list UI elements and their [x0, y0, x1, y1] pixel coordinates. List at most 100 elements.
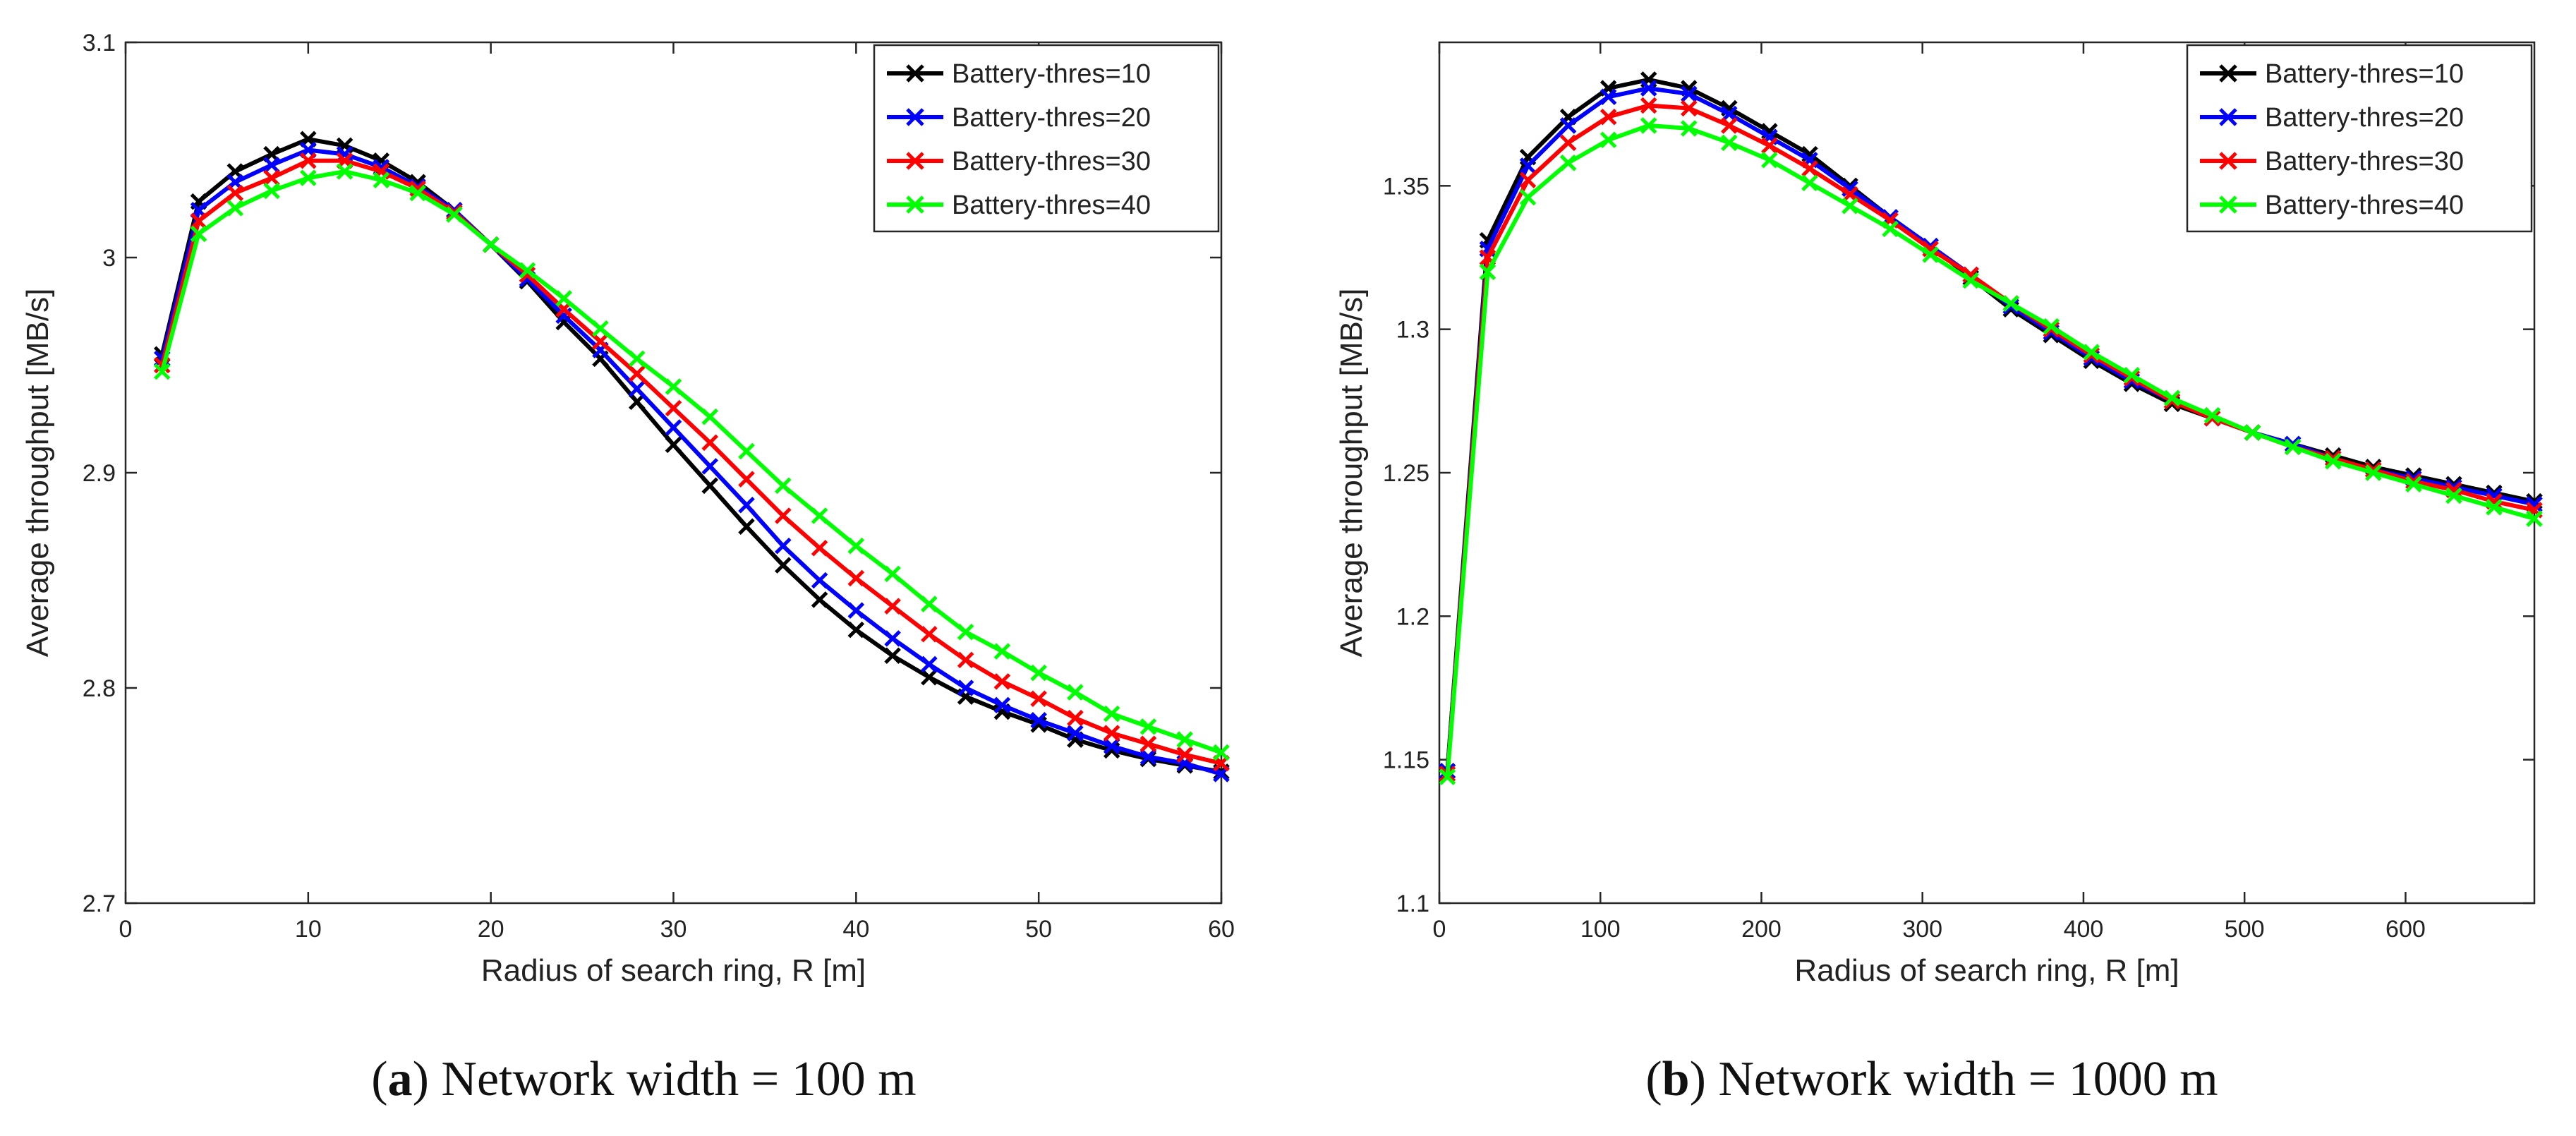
data-point: [1640, 117, 1657, 134]
marker-stroke: [1680, 99, 1698, 117]
legend-label: Battery-thres=20: [2265, 103, 2464, 133]
series-line: [159, 169, 1222, 755]
data-point: [1801, 160, 1818, 177]
data-point: [738, 496, 755, 514]
data-point: [884, 598, 901, 615]
data-point: [884, 647, 901, 665]
data-point: [847, 621, 865, 639]
data-point: [738, 471, 755, 488]
data-point: [921, 668, 938, 686]
data-point: [847, 537, 865, 555]
y-tick-label: 2.9: [83, 460, 116, 487]
marker-stroke: [993, 673, 1011, 690]
marker-stroke: [519, 262, 536, 279]
marker-stroke: [957, 623, 974, 641]
y-tick-label: 3.1: [83, 30, 116, 56]
legend-entry: Battery-thres=30: [2200, 147, 2464, 176]
marker-stroke: [2123, 370, 2141, 387]
data-point: [555, 290, 572, 307]
data-point: [482, 236, 500, 253]
marker-stroke: [993, 643, 1011, 660]
marker-stroke: [592, 333, 609, 350]
data-point: [738, 518, 755, 536]
data-point: [2203, 406, 2221, 424]
data-point: [263, 157, 280, 174]
data-point: [1801, 174, 1818, 192]
x-tick-label: 40: [842, 916, 869, 943]
data-point: [1640, 97, 1657, 114]
data-point: [2043, 318, 2060, 335]
marker-stroke: [738, 496, 755, 514]
data-point: [1962, 272, 1979, 289]
marker-stroke: [2203, 406, 2221, 424]
marker-stroke: [1176, 746, 1194, 763]
data-point: [957, 623, 974, 641]
legend-marker: [906, 64, 924, 83]
marker-stroke: [592, 320, 609, 337]
data-point: [2486, 499, 2503, 516]
y-axis-label: Average throughput [MB/s]: [1334, 289, 1369, 658]
legend-entry: Battery-thres=30: [887, 147, 1151, 176]
series-line: [159, 158, 1222, 766]
data-point: [1103, 705, 1120, 723]
data-point: [190, 225, 207, 243]
marker-stroke: [921, 625, 938, 643]
marker-stroke: [775, 557, 792, 574]
marker-stroke: [263, 157, 280, 174]
data-point: [300, 169, 317, 186]
legend-label: Battery-thres=20: [952, 103, 1151, 133]
marker-stroke: [1139, 748, 1157, 766]
marker-stroke: [300, 169, 317, 186]
marker-stroke: [884, 630, 901, 647]
data-point: [2445, 487, 2462, 504]
data-point: [1761, 151, 1778, 169]
marker-stroke: [775, 477, 792, 495]
data-point: [847, 569, 865, 587]
x-tick-label: 0: [119, 916, 133, 943]
marker-stroke: [1721, 117, 1738, 134]
marker-stroke: [701, 408, 719, 425]
marker-stroke: [2284, 438, 2302, 456]
marker-stroke: [226, 184, 244, 202]
x-tick-label: 20: [478, 916, 504, 943]
marker-stroke: [993, 696, 1011, 714]
legend-label: Battery-thres=30: [2265, 147, 2464, 176]
data-point: [811, 507, 828, 524]
data-point: [373, 171, 390, 188]
y-axis-label: Average throughput [MB/s]: [20, 289, 55, 658]
legend-label: Battery-thres=10: [2265, 59, 2464, 89]
x-tick-label: 400: [2064, 916, 2104, 943]
y-tick-label: 2.7: [83, 890, 116, 917]
marker-stroke: [884, 647, 901, 665]
marker-stroke: [628, 365, 646, 382]
marker-stroke: [1519, 157, 1537, 174]
data-point: [2324, 452, 2342, 470]
legend-marker: [906, 152, 924, 170]
marker-stroke: [701, 458, 719, 475]
marker-stroke: [446, 206, 463, 223]
marker-stroke: [1882, 220, 1899, 238]
x-tick-label: 30: [660, 916, 687, 943]
data-point: [775, 477, 792, 495]
y-tick-label: 1.2: [1396, 603, 1429, 630]
marker-stroke: [2083, 346, 2100, 364]
data-point: [957, 651, 974, 669]
data-point: [1176, 731, 1194, 748]
data-point: [226, 184, 244, 202]
legend-marker: [2219, 195, 2237, 214]
legend-marker: [2219, 64, 2237, 83]
marker-stroke: [1479, 263, 1496, 281]
marker-stroke: [2324, 452, 2342, 470]
data-point: [2002, 295, 2020, 312]
data-point: [1559, 117, 1577, 134]
data-point: [847, 602, 865, 619]
y-tick-label: 1.1: [1396, 890, 1429, 917]
marker-stroke: [2364, 461, 2382, 478]
data-point: [1721, 134, 1738, 152]
marker-stroke: [1922, 246, 1939, 263]
marker-stroke: [2526, 510, 2543, 527]
marker-stroke: [884, 598, 901, 615]
data-point: [993, 673, 1011, 690]
data-point: [701, 408, 719, 425]
